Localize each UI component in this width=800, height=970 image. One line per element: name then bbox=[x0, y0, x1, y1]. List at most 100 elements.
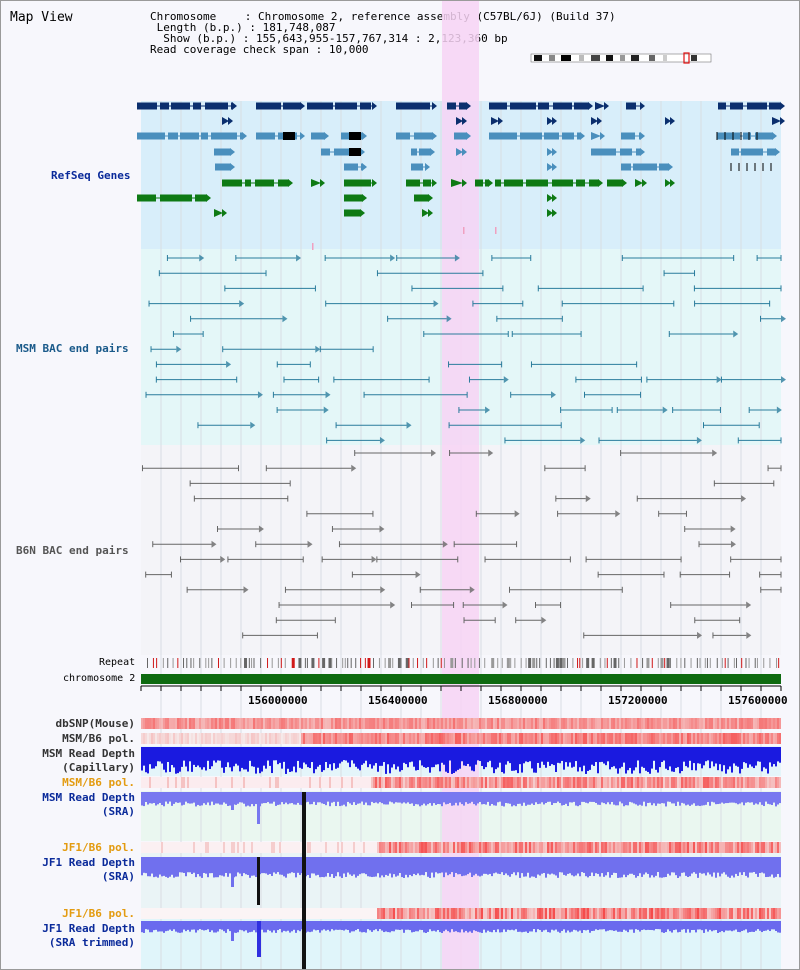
depth-bar bbox=[219, 747, 221, 761]
heat-cell bbox=[693, 777, 695, 788]
heat-cell bbox=[237, 718, 239, 729]
b6n-bac-row bbox=[189, 480, 775, 487]
depth-bar bbox=[555, 792, 557, 804]
depth-bar bbox=[343, 792, 345, 805]
heat-cell bbox=[359, 718, 361, 729]
heat-cell bbox=[347, 718, 349, 729]
heat-cell bbox=[553, 718, 555, 729]
heat-cell bbox=[247, 733, 249, 744]
repeat-element bbox=[721, 658, 723, 668]
heat-cell bbox=[483, 842, 485, 853]
heat-cell bbox=[547, 842, 549, 853]
depth-bar bbox=[145, 857, 147, 874]
msm-bac-end-pairs-label[interactable]: MSM BAC end pairs bbox=[16, 342, 129, 355]
depth-bar bbox=[473, 857, 475, 876]
depth-bar bbox=[323, 792, 325, 804]
heat-cell bbox=[715, 777, 717, 788]
heat-cell bbox=[711, 733, 713, 744]
depth-bar bbox=[455, 747, 457, 772]
heat-cell bbox=[443, 777, 445, 788]
depth-bar bbox=[489, 921, 491, 932]
heat-cell bbox=[545, 842, 547, 853]
repeat-element bbox=[660, 658, 664, 668]
depth-bar bbox=[589, 747, 591, 770]
heat-cell bbox=[477, 842, 479, 853]
heat-cell bbox=[273, 777, 275, 788]
heat-cell bbox=[779, 733, 781, 744]
heat-cell bbox=[163, 908, 165, 919]
heat-cell bbox=[427, 842, 429, 853]
depth-bar bbox=[151, 857, 153, 874]
heat-cell bbox=[611, 908, 613, 919]
heat-cell bbox=[479, 733, 481, 744]
heat-cell bbox=[651, 718, 653, 729]
heat-cell bbox=[327, 777, 329, 788]
heat-cell bbox=[427, 908, 429, 919]
depth-bar bbox=[251, 792, 253, 805]
gene-exon bbox=[222, 179, 242, 187]
heat-cell bbox=[317, 718, 319, 729]
depth-bar bbox=[141, 792, 143, 806]
depth-bar bbox=[557, 857, 559, 878]
heat-cell bbox=[523, 733, 525, 744]
heat-cell bbox=[425, 733, 427, 744]
heat-cell bbox=[235, 777, 237, 788]
repeat-label: Repeat bbox=[99, 657, 136, 668]
heat-cell bbox=[407, 908, 409, 919]
depth-bar bbox=[577, 747, 579, 772]
heat-cell bbox=[195, 718, 197, 729]
depth-bar bbox=[235, 792, 237, 805]
depth-bar bbox=[161, 747, 163, 764]
heat-cell bbox=[579, 908, 581, 919]
heat-cell bbox=[733, 733, 735, 744]
repeat-element bbox=[562, 658, 566, 668]
heat-cell bbox=[401, 718, 403, 729]
gene-exon bbox=[451, 179, 463, 187]
heat-cell bbox=[677, 733, 679, 744]
depth-bar bbox=[203, 921, 205, 931]
heat-cell bbox=[373, 777, 375, 788]
heat-cell bbox=[471, 842, 473, 853]
depth-bar bbox=[267, 921, 269, 930]
heat-cell bbox=[263, 718, 265, 729]
depth-bar bbox=[289, 792, 291, 804]
heat-cell bbox=[561, 733, 563, 744]
heat-cell bbox=[613, 908, 615, 919]
gene-exon bbox=[180, 132, 199, 140]
b6n-bac-end-pairs-label[interactable]: B6N BAC end pairs bbox=[16, 544, 129, 557]
depth-spike bbox=[302, 792, 306, 872]
heat-cell bbox=[669, 842, 671, 853]
depth-bar bbox=[325, 792, 327, 806]
heat-cell bbox=[167, 733, 169, 744]
depth-bar bbox=[561, 747, 563, 761]
depth-bar bbox=[141, 857, 143, 876]
heat-cell bbox=[499, 842, 501, 853]
heat-cell bbox=[681, 777, 683, 788]
depth-bar bbox=[543, 792, 545, 805]
ideogram-band bbox=[591, 55, 600, 61]
heat-cell bbox=[719, 777, 721, 788]
depth-bar bbox=[287, 747, 289, 769]
gene-exon bbox=[741, 148, 763, 156]
msm-bac-row bbox=[150, 345, 374, 353]
depth-bar bbox=[485, 792, 487, 805]
heat-cell bbox=[181, 733, 183, 744]
heat-cell bbox=[265, 842, 267, 853]
depth-bar bbox=[567, 792, 569, 807]
depth-bar bbox=[319, 921, 321, 933]
heat-cell bbox=[209, 777, 211, 788]
refseq-genes-label[interactable]: RefSeq Genes bbox=[51, 169, 131, 182]
heat-cell bbox=[595, 733, 597, 744]
depth-bar bbox=[775, 857, 777, 877]
heat-cell bbox=[447, 718, 449, 729]
heat-cell bbox=[325, 908, 327, 919]
heat-cell bbox=[249, 733, 251, 744]
gene-exon bbox=[577, 132, 581, 140]
heat-cell bbox=[395, 733, 397, 744]
depth-bar bbox=[461, 747, 463, 762]
depth-bar bbox=[365, 857, 367, 875]
heat-cell bbox=[381, 733, 383, 744]
heat-cell bbox=[237, 842, 239, 853]
depth-bar bbox=[345, 857, 347, 877]
